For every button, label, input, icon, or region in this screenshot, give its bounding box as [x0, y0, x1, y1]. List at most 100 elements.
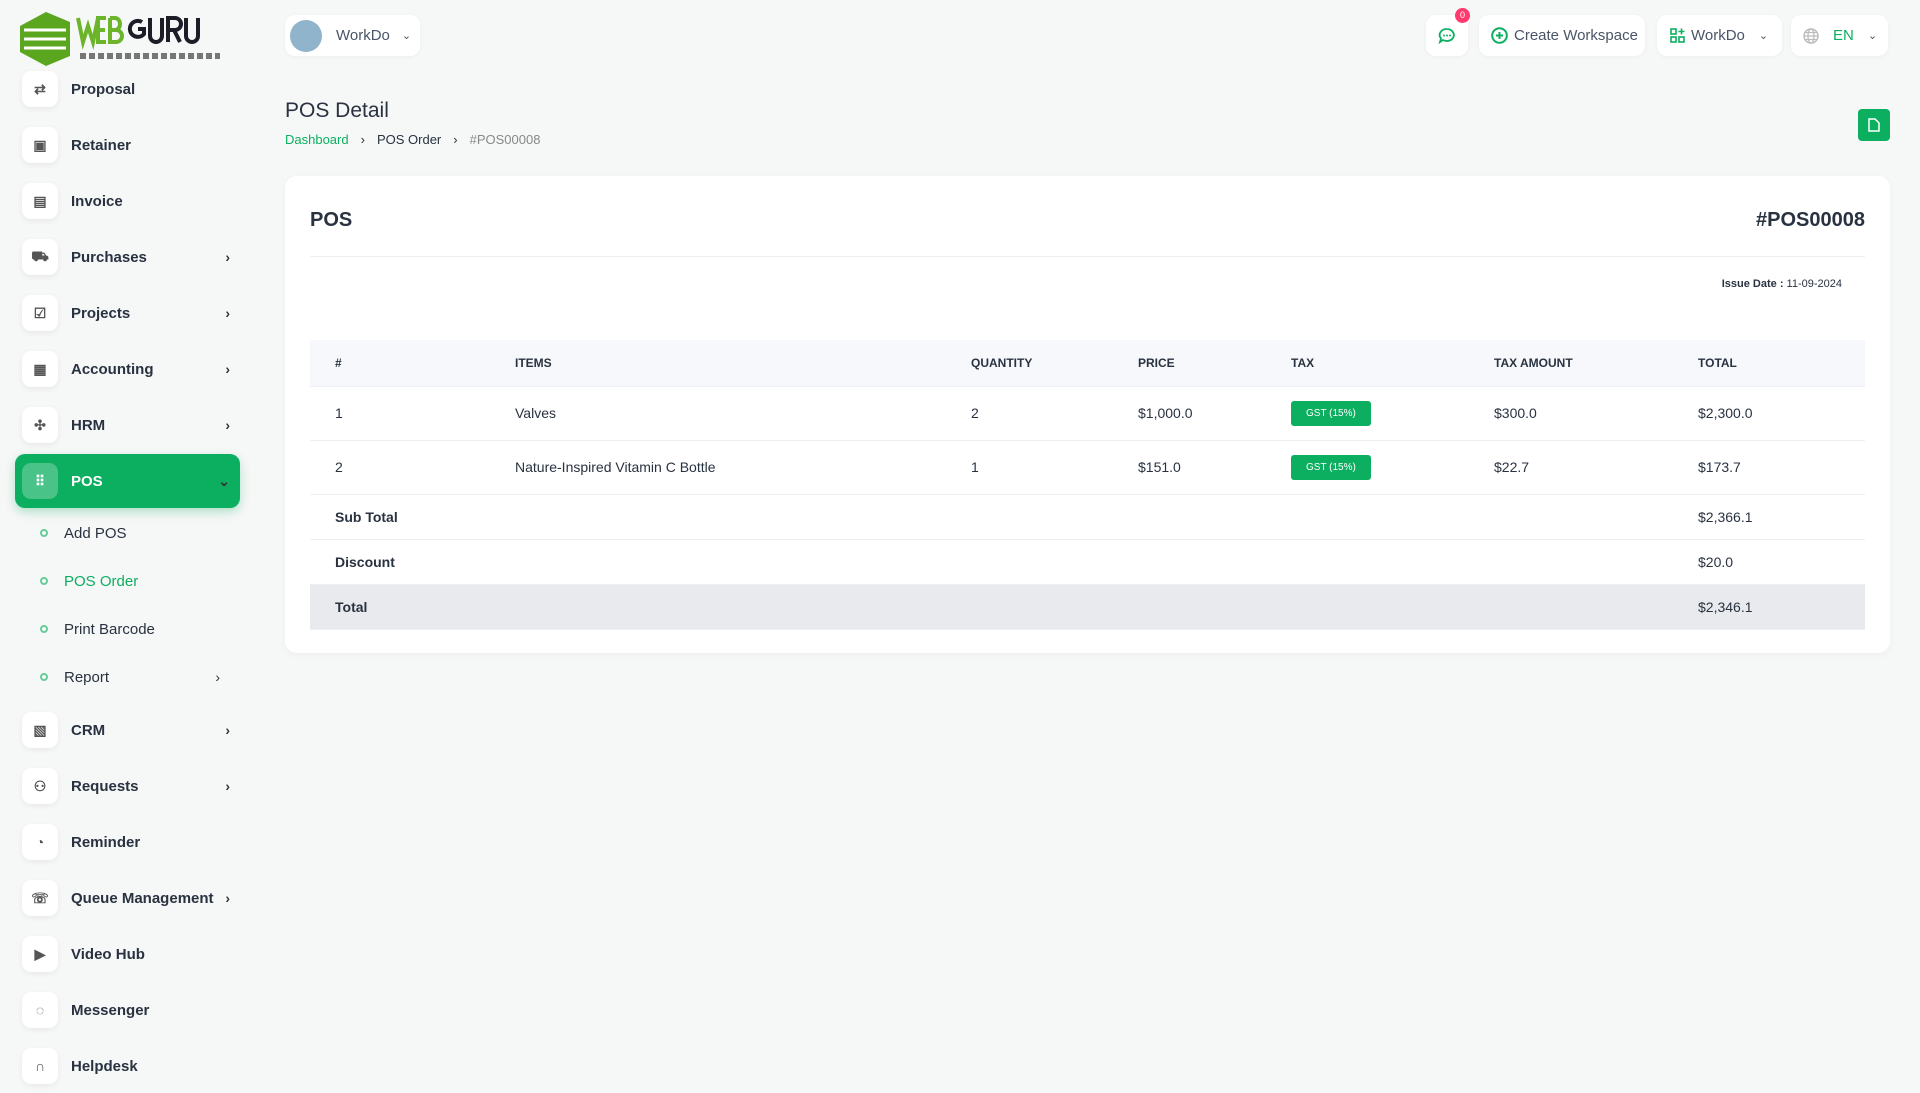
- messages-button[interactable]: 0: [1426, 8, 1470, 56]
- cart-icon: ⛟: [22, 239, 58, 275]
- tax-badge: GST (15%): [1291, 400, 1371, 426]
- sidebar-item-invoice[interactable]: ▤ Invoice: [15, 174, 240, 228]
- sidebar-item-crm[interactable]: ▧ CRM ›: [15, 703, 240, 757]
- apps-icon: [1670, 28, 1685, 43]
- sidebar-item-label: Requests: [71, 777, 139, 795]
- table-row: 1 Valves 2 $1,000.0 GST (15%) $300.0 $2,300.0: [310, 386, 1865, 441]
- item-name: Valves: [515, 386, 971, 441]
- chevron-right-icon: ›: [215, 669, 220, 685]
- create-workspace-button[interactable]: Create Workspace: [1479, 15, 1645, 56]
- sidebar-subitem-report[interactable]: Report ›: [40, 659, 230, 695]
- chevron-right-icon: ›: [225, 722, 230, 738]
- sidebar-subitem-print-barcode[interactable]: Print Barcode: [40, 611, 230, 647]
- item-price: $151.0: [1138, 440, 1291, 495]
- sidebar-subitem-pos-order[interactable]: POS Order: [40, 563, 230, 599]
- notification-badge: 0: [1455, 8, 1470, 23]
- webguru-logo: [20, 12, 220, 66]
- item-tax-amount: $22.7: [1494, 440, 1698, 495]
- sidebar-subitem-label: POS Order: [64, 572, 139, 590]
- item-quantity: 2: [971, 386, 1138, 441]
- chevron-right-icon: ›: [360, 132, 365, 147]
- table-header-row: # ITEMS QUANTITY PRICE TAX TAX AMOUNT TOTAL: [310, 340, 1865, 387]
- user-plus-icon: ⚇: [22, 768, 58, 804]
- breadcrumb-dashboard[interactable]: Dashboard: [285, 132, 349, 147]
- sidebar-item-label: Retainer: [71, 136, 132, 154]
- pos-grid-icon: ⠿: [22, 463, 58, 499]
- phone-icon: ☏: [22, 880, 58, 916]
- sidebar-item-reminder[interactable]: ◔ Reminder: [15, 815, 240, 869]
- column-header: TAX: [1291, 340, 1494, 387]
- sidebar-subitem-add-pos[interactable]: Add POS: [40, 515, 230, 551]
- divider: [310, 256, 1865, 257]
- language-select[interactable]: EN ⌄: [1791, 15, 1888, 56]
- pos-card: POS #POS00008 Issue Date : 11-09-2024 # I…: [285, 176, 1890, 653]
- sidebar-item-label: Messenger: [71, 1001, 150, 1019]
- sidebar-item-projects[interactable]: ☑ Projects ›: [15, 286, 240, 340]
- sidebar-item-pos[interactable]: ⠿ POS ⌄: [15, 454, 240, 508]
- tax-badge: GST (15%): [1291, 454, 1371, 480]
- sidebar-item-requests[interactable]: ⚇ Requests ›: [15, 759, 240, 813]
- item-total: $173.7: [1698, 440, 1865, 495]
- chevron-right-icon: ›: [225, 778, 230, 794]
- file-download-icon: [1868, 118, 1880, 132]
- bell-icon: ◔: [22, 824, 58, 860]
- sidebar-item-accounting[interactable]: ▦ Accounting ›: [15, 342, 240, 396]
- bullet-icon: [40, 625, 48, 633]
- workspace-select[interactable]: WorkDo ⌄: [285, 15, 420, 56]
- row-number: 1: [310, 386, 515, 441]
- message-icon: ◌: [22, 992, 58, 1028]
- sidebar-subitem-label: Report: [64, 668, 110, 686]
- issue-date-value: 11-09-2024: [1786, 278, 1842, 290]
- total-label: Total: [310, 584, 1698, 630]
- column-header: TOTAL: [1698, 340, 1865, 387]
- workspace-menu[interactable]: WorkDo ⌄: [1657, 15, 1782, 56]
- discount-value: $20.0: [1698, 539, 1865, 585]
- column-header: #: [310, 340, 515, 387]
- sidebar-item-proposal[interactable]: ⇄ Proposal: [15, 62, 240, 116]
- sidebar-item-retainer[interactable]: ▣ Retainer: [15, 118, 240, 172]
- issue-date: Issue Date : 11-09-2024: [1722, 278, 1842, 290]
- bullet-icon: [40, 529, 48, 537]
- item-total: $2,300.0: [1698, 386, 1865, 441]
- sidebar-item-hrm[interactable]: ✣ HRM ›: [15, 398, 240, 452]
- chevron-right-icon: ›: [225, 361, 230, 377]
- sidebar-subitem-label: Add POS: [64, 524, 127, 542]
- breadcrumb-pos-order[interactable]: POS Order: [376, 132, 442, 147]
- sidebar-item-messenger[interactable]: ◌ Messenger: [15, 983, 240, 1037]
- sidebar-item-purchases[interactable]: ⛟ Purchases ›: [15, 230, 240, 284]
- proposal-icon: ⇄: [22, 71, 58, 107]
- discount-row: Discount $20.0: [310, 539, 1865, 585]
- retainer-icon: ▣: [22, 127, 58, 163]
- sidebar-item-label: Proposal: [71, 80, 136, 98]
- bullet-icon: [40, 673, 48, 681]
- check-square-icon: ☑: [22, 295, 58, 331]
- sidebar-item-label: Helpdesk: [71, 1057, 138, 1075]
- sub-total-value: $2,366.1: [1698, 494, 1865, 540]
- item-name: Nature-Inspired Vitamin C Bottle: [515, 440, 971, 495]
- sidebar-item-queue-management[interactable]: ☏ Queue Management ›: [15, 871, 240, 925]
- create-workspace-label: Create Workspace: [1514, 27, 1638, 44]
- column-header: ITEMS: [515, 340, 971, 387]
- column-header: TAX AMOUNT: [1494, 340, 1698, 387]
- breadcrumb-current: #POS00008: [469, 132, 541, 147]
- download-pdf-button[interactable]: [1858, 109, 1890, 141]
- sidebar-item-video-hub[interactable]: ▶ Video Hub: [15, 927, 240, 981]
- column-header: QUANTITY: [971, 340, 1138, 387]
- chevron-down-icon: ⌄: [218, 472, 230, 489]
- invoice-icon: ▤: [22, 183, 58, 219]
- workspace-select-label: WorkDo: [336, 27, 390, 44]
- sub-total-row: Sub Total $2,366.1: [310, 494, 1865, 540]
- sidebar-item-helpdesk[interactable]: ∩ Helpdesk: [15, 1039, 240, 1093]
- discount-label: Discount: [310, 539, 1698, 585]
- chevron-down-icon: ⌄: [401, 30, 412, 42]
- table-row: 2 Nature-Inspired Vitamin C Bottle 1 $151.0…: [310, 440, 1865, 495]
- chevron-down-icon: ⌄: [1758, 30, 1769, 42]
- crm-icon: ▧: [22, 712, 58, 748]
- item-price: $1,000.0: [1138, 386, 1291, 441]
- column-header: PRICE: [1138, 340, 1291, 387]
- language-label: EN: [1833, 27, 1854, 44]
- chat-icon: [1438, 27, 1455, 44]
- chevron-right-icon: ›: [225, 249, 230, 265]
- total-value: $2,346.1: [1698, 584, 1865, 630]
